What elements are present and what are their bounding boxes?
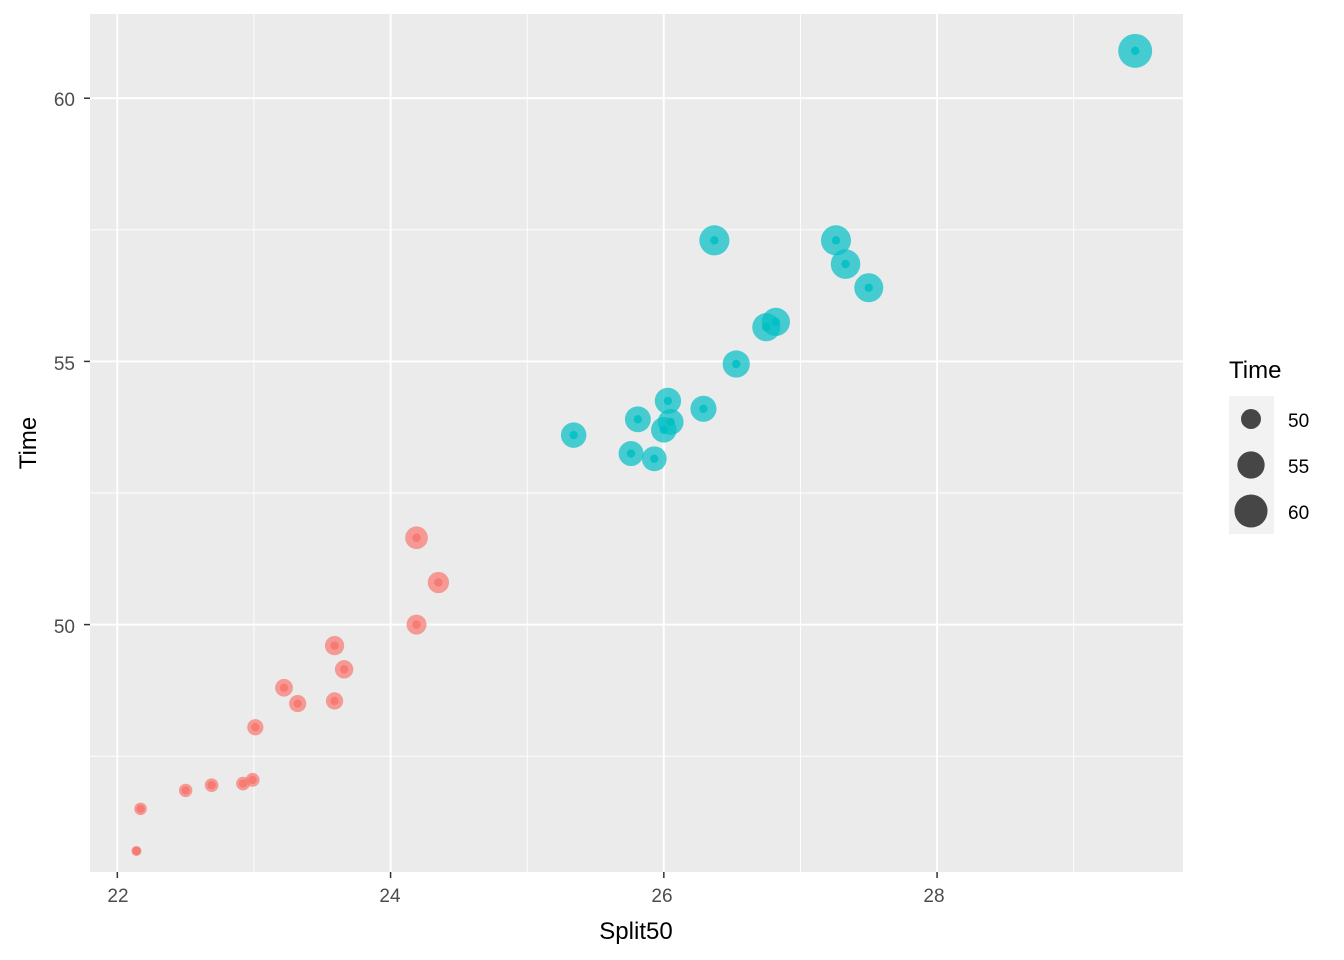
data-point-center <box>633 415 643 424</box>
x-tick-label: 28 <box>923 886 944 907</box>
data-point-center <box>666 417 675 427</box>
data-point-center <box>330 696 339 706</box>
data-point-center <box>251 723 260 732</box>
grid-major <box>90 14 1183 872</box>
data-point-center <box>569 430 578 440</box>
data-point-center <box>207 780 216 790</box>
data-point-center <box>412 533 421 542</box>
data-point-center <box>650 454 659 463</box>
data-point-center <box>238 779 248 788</box>
data-point-center <box>841 259 850 269</box>
legend-label: 55 <box>1288 457 1309 478</box>
data-point-center <box>732 359 741 369</box>
data-point-center <box>248 775 257 785</box>
y-tick-label: 50 <box>54 617 75 638</box>
legend-key <box>1234 494 1268 528</box>
x-axis-title: Split50 <box>599 918 672 945</box>
y-tick-label: 60 <box>54 90 75 111</box>
data-point-center <box>293 699 302 708</box>
x-tick-label: 24 <box>379 886 401 907</box>
data-point-center <box>663 396 673 406</box>
data-point-center <box>699 404 708 413</box>
data-point-center <box>181 786 190 795</box>
data-point-center <box>710 236 719 245</box>
legend-label: 60 <box>1288 503 1309 524</box>
legend: Time 50 55 60 <box>1229 357 1309 534</box>
y-tick-label: 55 <box>54 354 75 375</box>
data-point-center <box>831 236 841 245</box>
axis-ticks <box>84 97 938 878</box>
data-point-center <box>864 283 873 292</box>
legend-key <box>1237 451 1265 479</box>
data-point-center <box>412 620 421 629</box>
data-point-center <box>434 578 443 587</box>
points-layer <box>131 33 1153 856</box>
legend-title: Time <box>1229 357 1281 384</box>
legend-label: 50 <box>1288 411 1309 432</box>
x-tick-label: 22 <box>107 886 128 907</box>
data-point-center <box>330 641 339 650</box>
data-point-center <box>771 317 781 327</box>
x-tick-label: 26 <box>651 886 672 907</box>
grid-minor <box>90 14 1183 872</box>
data-point-center <box>132 846 141 856</box>
data-point-center <box>1130 46 1140 56</box>
legend-keys <box>1234 409 1268 528</box>
data-point-center <box>279 683 289 692</box>
legend-key <box>1241 409 1261 429</box>
data-point-center <box>136 804 145 814</box>
data-point-center <box>626 449 636 458</box>
data-point-center <box>339 665 349 674</box>
y-axis-title: Time <box>15 417 42 469</box>
